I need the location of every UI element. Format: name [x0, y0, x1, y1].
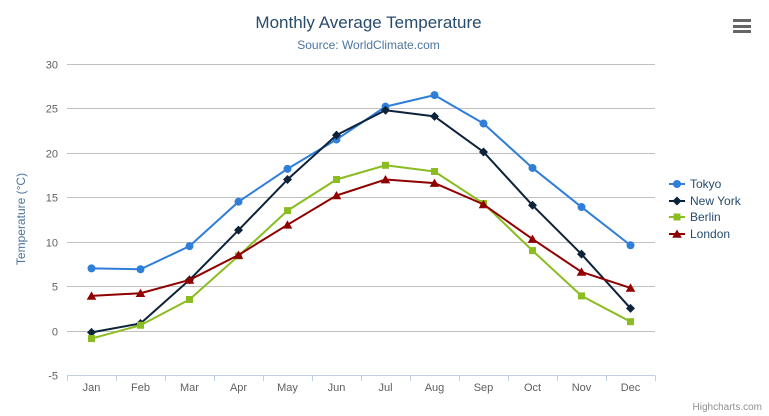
- legend: Tokyo New York Berlin London: [669, 176, 741, 242]
- data-point-tokyo-oct[interactable]: [528, 163, 537, 172]
- legend-item-tokyo[interactable]: Tokyo: [669, 176, 741, 193]
- series-new-york: [87, 105, 635, 337]
- data-point-berlin-may[interactable]: [284, 207, 291, 215]
- legend-item-berlin[interactable]: Berlin: [669, 209, 741, 226]
- data-point-new-york-sep[interactable]: [479, 147, 488, 157]
- data-point-berlin-mar[interactable]: [186, 295, 193, 303]
- data-point-berlin-feb[interactable]: [137, 321, 144, 329]
- data-point-new-york-aug[interactable]: [430, 111, 439, 121]
- data-point-london-oct[interactable]: [527, 234, 538, 243]
- y-tick-label: 10: [46, 238, 58, 250]
- data-point-new-york-may[interactable]: [283, 175, 292, 185]
- data-point-tokyo-sep[interactable]: [479, 119, 488, 128]
- legend-label: New York: [690, 193, 741, 208]
- x-tick-label: Jan: [83, 382, 101, 394]
- y-tick-label: -5: [48, 371, 58, 383]
- data-point-new-york-nov[interactable]: [577, 249, 586, 259]
- x-tick-label: Nov: [572, 382, 592, 394]
- data-point-london-aug[interactable]: [429, 178, 440, 187]
- x-tick-label: Apr: [230, 382, 247, 394]
- data-point-tokyo-nov[interactable]: [577, 203, 586, 212]
- hamburger-icon: [733, 19, 751, 22]
- x-tick-label: Dec: [621, 382, 641, 394]
- legend-label: Tokyo: [690, 177, 722, 192]
- x-tick-label: Feb: [131, 382, 150, 394]
- legend-marker-new-york[interactable]: [672, 196, 682, 206]
- data-point-london-feb[interactable]: [135, 288, 146, 298]
- data-point-berlin-nov[interactable]: [578, 292, 585, 300]
- data-point-tokyo-aug[interactable]: [430, 91, 439, 100]
- y-tick-label: 15: [46, 193, 58, 205]
- chart-title: Monthly Average Temperature: [255, 13, 482, 32]
- y-tick-label: 5: [52, 282, 58, 294]
- y-tick-label: 0: [52, 327, 58, 339]
- data-point-berlin-jun[interactable]: [333, 176, 340, 184]
- hamburger-icon: [733, 24, 751, 28]
- data-point-tokyo-feb[interactable]: [136, 265, 145, 274]
- legend-label: Berlin: [690, 210, 721, 225]
- x-tick-label: Aug: [425, 382, 445, 394]
- data-point-berlin-dec[interactable]: [627, 318, 634, 326]
- x-tick-label: Mar: [180, 382, 199, 394]
- y-axis-title: Temperature (°C): [14, 172, 28, 266]
- data-point-berlin-jan[interactable]: [88, 335, 95, 343]
- series-line-tokyo: [90, 94, 632, 271]
- series-line-new-york: [90, 109, 632, 334]
- credits-link[interactable]: Highcharts.com: [692, 402, 762, 413]
- legend-marker-circle-icon: [669, 180, 685, 189]
- series-line-london: [90, 178, 632, 297]
- legend-marker-diamond-icon: [669, 196, 685, 206]
- legend-marker-tokyo[interactable]: [673, 180, 681, 189]
- legend-item-new-york[interactable]: New York: [669, 193, 741, 210]
- legend-item-london[interactable]: London: [669, 226, 741, 243]
- series-london: [86, 175, 636, 300]
- data-point-london-jan[interactable]: [86, 291, 97, 300]
- data-point-new-york-jan[interactable]: [87, 327, 96, 337]
- data-point-london-jul[interactable]: [380, 175, 391, 184]
- x-tick-label: May: [277, 382, 298, 394]
- x-tick-label: Sep: [474, 382, 494, 394]
- data-point-berlin-oct[interactable]: [529, 247, 536, 255]
- data-point-new-york-apr[interactable]: [234, 225, 243, 235]
- x-tick-label: Jun: [328, 382, 346, 394]
- data-point-tokyo-apr[interactable]: [234, 197, 243, 206]
- legend-marker-square-icon: [669, 213, 685, 221]
- context-menu-button[interactable]: [733, 19, 751, 33]
- data-point-new-york-jun[interactable]: [332, 130, 341, 140]
- chart-subtitle: Source: WorldClimate.com: [297, 38, 440, 52]
- data-point-london-dec[interactable]: [625, 283, 636, 292]
- data-point-new-york-dec[interactable]: [626, 303, 635, 313]
- legend-marker-berlin[interactable]: [673, 213, 681, 221]
- data-point-london-apr[interactable]: [233, 250, 244, 259]
- data-point-new-york-oct[interactable]: [528, 200, 537, 210]
- data-point-london-nov[interactable]: [576, 267, 587, 276]
- legend-marker-london[interactable]: [672, 229, 682, 238]
- hamburger-icon: [733, 30, 751, 33]
- data-point-tokyo-may[interactable]: [283, 164, 292, 173]
- legend-label: London: [690, 226, 731, 241]
- data-point-tokyo-mar[interactable]: [185, 242, 194, 251]
- data-point-tokyo-dec[interactable]: [626, 241, 635, 250]
- data-point-berlin-jul[interactable]: [382, 161, 389, 169]
- data-point-london-sep[interactable]: [478, 199, 489, 209]
- data-point-london-jun[interactable]: [331, 191, 342, 200]
- legend-marker-triangle-icon: [669, 229, 685, 238]
- data-point-new-york-jul[interactable]: [381, 105, 390, 115]
- data-point-london-may[interactable]: [282, 220, 293, 229]
- data-point-berlin-aug[interactable]: [431, 168, 438, 176]
- data-point-london-mar[interactable]: [184, 275, 195, 284]
- series-tokyo: [87, 91, 635, 274]
- y-tick-label: 30: [46, 60, 58, 72]
- y-tick-label: 20: [46, 149, 58, 161]
- x-tick-label: Oct: [524, 382, 541, 394]
- y-tick-label: 25: [46, 104, 58, 116]
- x-tick-label: Jul: [378, 382, 392, 394]
- series-line-berlin: [90, 164, 632, 340]
- data-point-tokyo-jan[interactable]: [87, 264, 96, 273]
